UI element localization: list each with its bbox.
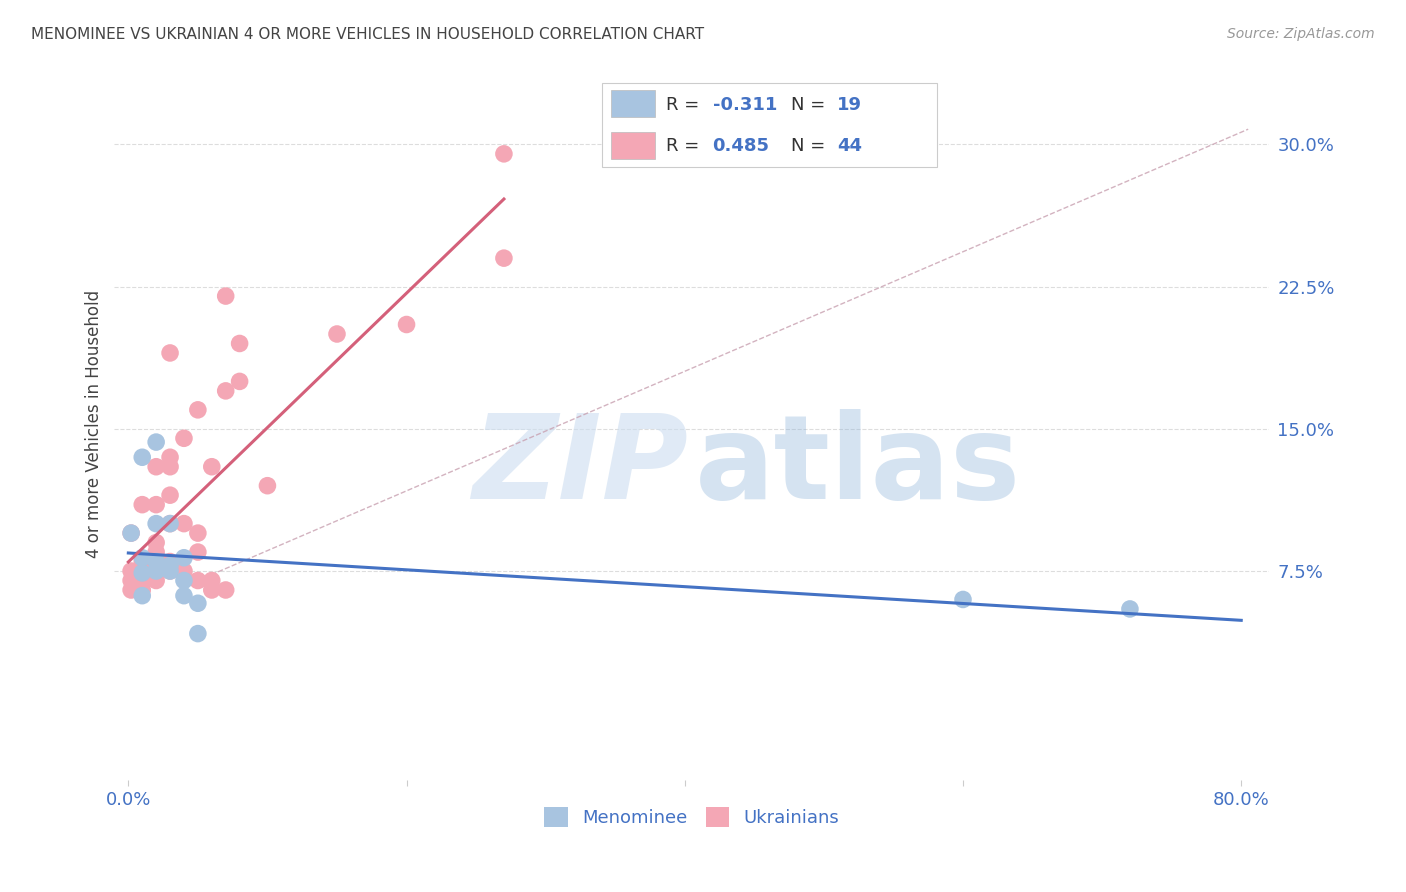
Point <box>228 336 250 351</box>
Point <box>187 545 209 559</box>
Legend: Menominee, Ukrainians: Menominee, Ukrainians <box>537 800 846 835</box>
Text: 44: 44 <box>837 137 862 155</box>
FancyBboxPatch shape <box>602 83 936 167</box>
Point <box>173 564 195 578</box>
Text: ZIP: ZIP <box>472 409 689 524</box>
FancyBboxPatch shape <box>610 132 655 159</box>
Point <box>120 526 142 541</box>
Point <box>159 346 181 360</box>
Point <box>131 564 153 578</box>
Point <box>120 582 142 597</box>
Point <box>145 435 167 450</box>
Point <box>492 251 515 265</box>
Point <box>159 488 181 502</box>
Point <box>159 555 181 569</box>
Point <box>145 545 167 559</box>
Point <box>187 626 209 640</box>
Point <box>187 574 209 588</box>
Point <box>159 564 181 578</box>
Point <box>228 375 250 389</box>
Point <box>492 146 515 161</box>
Point <box>131 555 153 569</box>
Text: R =: R = <box>666 95 706 113</box>
Point <box>131 564 153 578</box>
Point <box>145 498 167 512</box>
Point <box>145 564 167 578</box>
Text: 0.485: 0.485 <box>713 137 769 155</box>
Point <box>173 431 195 445</box>
Point <box>215 582 238 597</box>
Point <box>131 450 153 465</box>
Y-axis label: 4 or more Vehicles in Household: 4 or more Vehicles in Household <box>86 290 103 558</box>
Point <box>120 526 142 541</box>
Point <box>215 384 238 398</box>
Point <box>201 582 224 597</box>
Point <box>159 516 181 531</box>
Point <box>159 564 181 578</box>
Point <box>145 574 167 588</box>
Point <box>159 558 181 573</box>
Point <box>131 582 153 597</box>
Point <box>131 498 153 512</box>
Point <box>159 516 181 531</box>
FancyBboxPatch shape <box>610 90 655 117</box>
Point <box>326 326 349 341</box>
Point <box>159 450 181 465</box>
Point <box>131 550 153 565</box>
Point <box>145 564 167 578</box>
Text: 19: 19 <box>837 95 862 113</box>
Point <box>120 574 142 588</box>
Point <box>187 596 209 610</box>
Text: Source: ZipAtlas.com: Source: ZipAtlas.com <box>1227 27 1375 41</box>
Point <box>145 535 167 549</box>
Point <box>131 574 153 588</box>
Point <box>173 516 195 531</box>
Point <box>131 566 153 580</box>
Point <box>201 574 224 588</box>
Point <box>131 589 153 603</box>
Point <box>173 589 195 603</box>
Point <box>145 555 167 569</box>
Point <box>187 526 209 541</box>
Text: atlas: atlas <box>695 409 1021 524</box>
Point <box>187 402 209 417</box>
Point <box>145 459 167 474</box>
Point <box>145 516 167 531</box>
Point <box>159 459 181 474</box>
Point <box>120 564 142 578</box>
Point <box>173 550 195 565</box>
Text: R =: R = <box>666 137 706 155</box>
Point <box>1119 602 1142 616</box>
Text: N =: N = <box>792 137 831 155</box>
Text: MENOMINEE VS UKRAINIAN 4 OR MORE VEHICLES IN HOUSEHOLD CORRELATION CHART: MENOMINEE VS UKRAINIAN 4 OR MORE VEHICLE… <box>31 27 704 42</box>
Text: N =: N = <box>792 95 831 113</box>
Point <box>201 459 224 474</box>
Point <box>395 318 418 332</box>
Text: -0.311: -0.311 <box>713 95 778 113</box>
Point <box>173 574 195 588</box>
Point <box>952 592 974 607</box>
Point <box>256 479 278 493</box>
Point <box>145 555 167 569</box>
Point <box>215 289 238 303</box>
